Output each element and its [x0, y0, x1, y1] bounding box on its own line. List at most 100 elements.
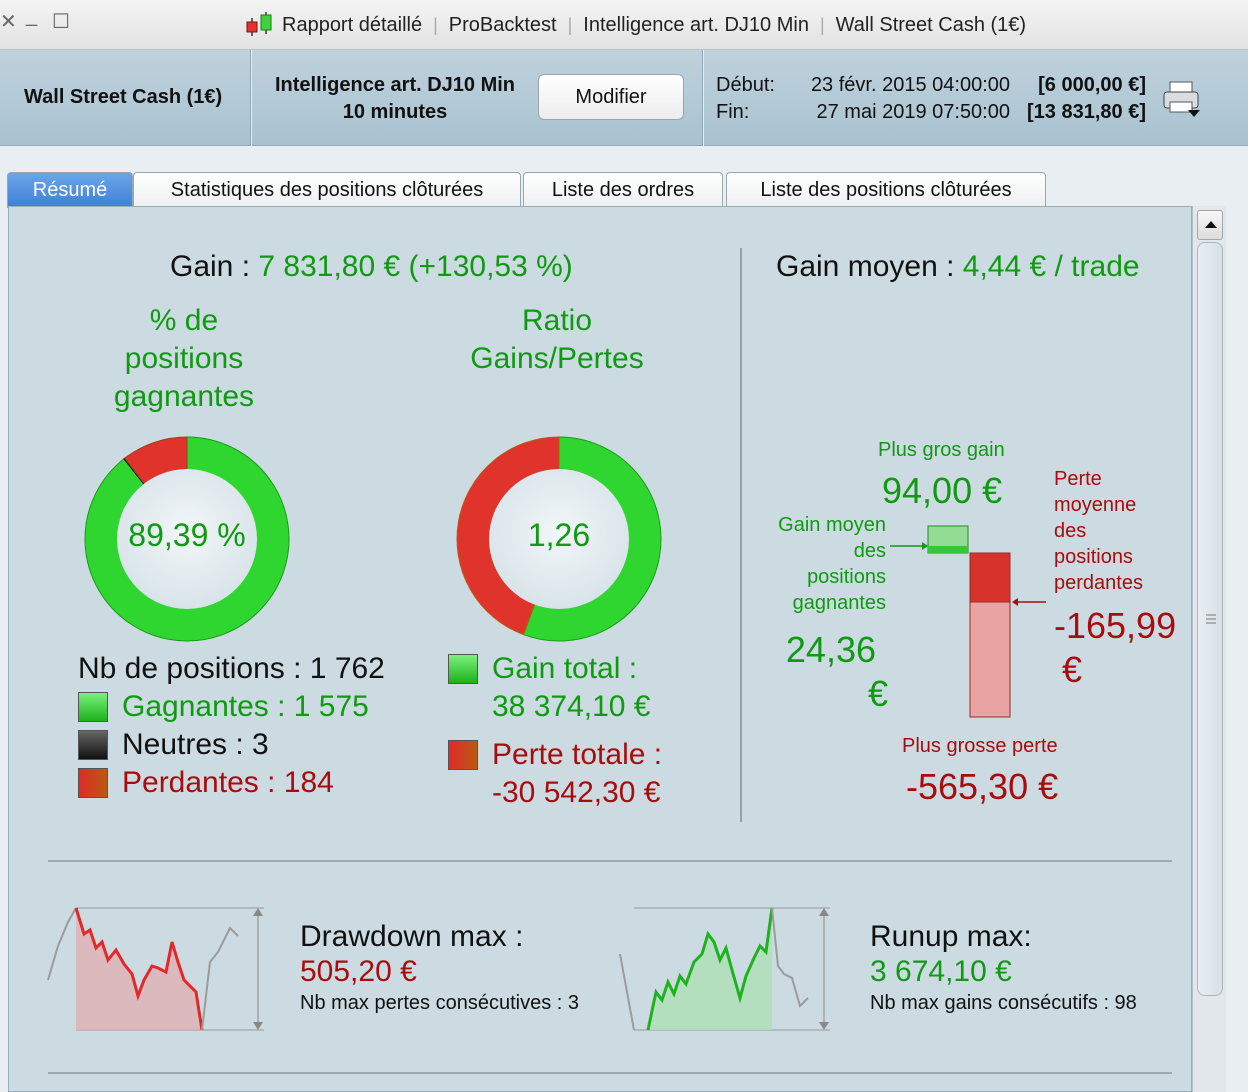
runup-line — [646, 907, 774, 1031]
positions-winners: Gagnantes : 1 575 — [78, 688, 385, 726]
drawdown-chart — [47, 907, 264, 1031]
instrument-name: Wall Street Cash (1€) — [24, 86, 223, 108]
start-capital: [6 000,00 €] — [1038, 74, 1146, 96]
avg-loss-bar — [969, 552, 1011, 603]
window-title: Rapport détaillé | ProBacktest | Intelli… — [244, 12, 1026, 38]
average-gain-value: 4,44 € / trade — [962, 250, 1140, 283]
vertical-scrollbar[interactable] — [1192, 206, 1226, 1092]
win-pct-value: 89,39 % — [128, 517, 246, 553]
scroll-up-arrow[interactable] — [1197, 210, 1223, 240]
report-header: Wall Street Cash (1€) Intelligence art. … — [0, 50, 1248, 146]
ratio-donut — [456, 436, 662, 642]
ratio-title-line: Gains/Pertes — [470, 342, 644, 375]
title-segment-probacktest: ProBacktest — [448, 13, 557, 36]
ratio-title-line: Ratio — [521, 304, 593, 337]
avg-loss-label-line: des — [1054, 520, 1087, 542]
minimize-icon[interactable]: _ — [26, 5, 38, 27]
avg-win-label-line: Gain moyen — [778, 514, 886, 536]
close-icon[interactable]: ✕ — [0, 11, 17, 33]
avg-loss-label-line: perdantes — [1054, 572, 1143, 594]
tab-closed-position-list[interactable]: Liste des positions clôturées — [726, 172, 1046, 208]
green-square-icon — [78, 692, 108, 722]
black-square-icon — [78, 730, 108, 760]
biggest-loss-value: -565,30 € — [906, 766, 1059, 807]
avg-win-value-unit: € — [867, 673, 888, 714]
avg-loss-value: -165,99 € — [1054, 604, 1182, 692]
drawdown-sub: Nb max pertes consécutives : 3 — [300, 992, 580, 1014]
positions-total: Nb de positions : 1 762 — [78, 650, 385, 688]
positions-winners-text: Gagnantes : 1 575 — [122, 690, 369, 723]
positions-losers-text: Perdantes : 184 — [122, 766, 334, 799]
gain-total-value: 38 374,10 € — [492, 690, 651, 723]
maximize-icon[interactable]: ☐ — [52, 11, 70, 33]
average-gain-label: Gain moyen : — [776, 250, 955, 283]
ratio-value: 1,26 — [527, 517, 591, 553]
strategy-timeframe: 10 minutes — [342, 101, 448, 123]
drawdown-title: Drawdown max : — [300, 920, 524, 953]
drawdown-block: Drawdown max : 505,20 € Nb max pertes co… — [300, 920, 579, 1016]
gain-total-label: Gain total : — [492, 652, 638, 685]
scroll-thumb[interactable] — [1197, 242, 1223, 996]
avg-loss-label-line: positions — [1054, 546, 1133, 568]
biggest-gain-label: Plus gros gain — [878, 439, 1005, 461]
avg-loss-value-number: -165,99 — [1054, 605, 1177, 646]
start-label: Début: — [716, 74, 775, 96]
strategy-info: Intelligence art. DJ10 Min 10 minutes — [262, 72, 528, 126]
ratio-donut-center — [489, 469, 629, 609]
avg-win-value-number: 24,36 — [785, 629, 876, 670]
avg-loss-label-line: Perte — [1054, 468, 1102, 490]
win-pct-title: % de positions gagnantes — [82, 302, 286, 416]
section-separator — [48, 1072, 1172, 1074]
ratio-title: Ratio Gains/Pertes — [440, 302, 674, 378]
tab-bar: Résumé Statistiques des positions clôtur… — [0, 146, 1248, 208]
positions-losers: Perdantes : 184 — [78, 764, 385, 802]
candlestick-icon — [244, 12, 276, 38]
runup-chart — [619, 907, 830, 1031]
red-square-icon — [448, 740, 478, 770]
modify-button[interactable]: Modifier — [538, 74, 684, 120]
tab-closed-position-stats[interactable]: Statistiques des positions clôturées — [133, 172, 521, 208]
section-separator — [48, 860, 1172, 862]
positions-neutral-text: Neutres : 3 — [122, 728, 269, 761]
runup-title: Runup max: — [870, 920, 1032, 953]
loss-total-label: Perte totale : — [492, 738, 663, 771]
win-pct-donut-center — [117, 469, 257, 609]
drawdown-line — [74, 907, 204, 1031]
end-capital: [13 831,80 €] — [1027, 101, 1146, 123]
avg-win-value: 24,36 € — [760, 628, 888, 716]
avg-loss-value-unit: € — [1062, 649, 1083, 690]
total-gain-label: Gain : — [170, 250, 251, 283]
avg-loss-label-line: moyenne — [1054, 494, 1137, 516]
title-segment-instrument: Wall Street Cash (1€) — [835, 13, 1027, 36]
avg-loss-label: Perte moyenne des positions perdantes — [1054, 466, 1143, 596]
biggest-gain-value: 94,00 € — [882, 470, 1003, 511]
avg-win-label: Gain moyen des positions gagnantes — [760, 512, 886, 616]
tab-order-list[interactable]: Liste des ordres — [523, 172, 723, 208]
loss-total: Perte totale : — [448, 736, 662, 774]
strategy-name: Intelligence art. DJ10 Min — [274, 74, 516, 96]
drawdown-value: 505,20 € — [300, 955, 417, 988]
title-segment-report: Rapport détaillé — [282, 13, 423, 36]
win-pct-donut — [84, 436, 290, 642]
title-segment-strategy: Intelligence art. DJ10 Min — [583, 13, 809, 36]
total-gain: Gain : 7 831,80 € (+130,53 %) — [170, 250, 573, 284]
win-pct-title-line: positions — [124, 342, 244, 375]
backtest-period: Début: 23 févr. 2015 04:00:00 [6 000,00 … — [716, 72, 1146, 126]
positions-neutral: Neutres : 3 — [78, 726, 385, 764]
green-square-icon — [448, 654, 478, 684]
total-gain-value: 7 831,80 € (+130,53 %) — [258, 250, 573, 283]
biggest-loss-label: Plus grosse perte — [902, 735, 1058, 757]
tab-resume[interactable]: Résumé — [7, 172, 133, 208]
avg-win-label-line: des — [853, 540, 886, 562]
runup-sub: Nb max gains consécutifs : 98 — [870, 992, 1137, 1014]
avg-win-bar-fill — [928, 546, 968, 553]
positions-total-text: Nb de positions : 1 762 — [78, 652, 385, 685]
average-gain: Gain moyen : 4,44 € / trade — [776, 250, 1140, 284]
avg-win-label-line: positions — [807, 566, 886, 588]
totals-legend: Gain total : 38 374,10 € Perte totale : … — [448, 650, 662, 812]
loss-total-value: -30 542,30 € — [492, 776, 661, 809]
avg-win-label-line: gagnantes — [792, 592, 886, 614]
win-pct-title-line: gagnantes — [113, 380, 255, 413]
start-date: 23 févr. 2015 04:00:00 — [810, 74, 1010, 96]
print-icon[interactable] — [1160, 80, 1204, 120]
